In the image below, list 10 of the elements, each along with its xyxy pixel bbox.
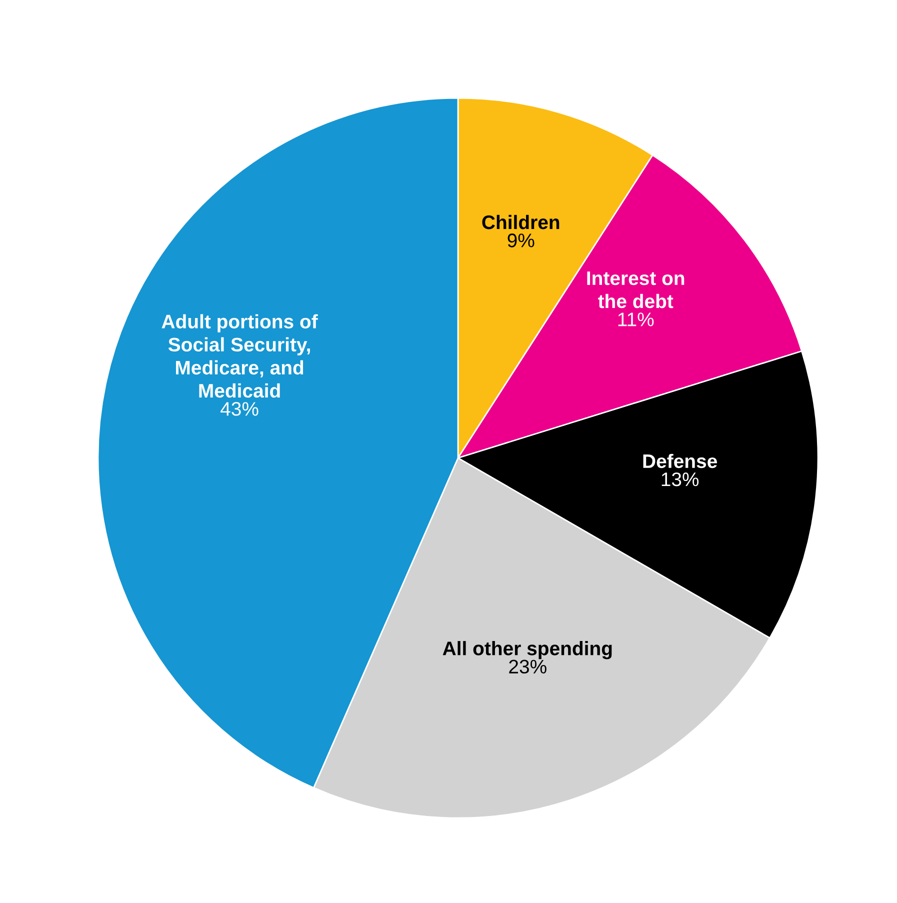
data-label: 11% <box>618 312 654 326</box>
data-label: 43% <box>220 402 258 416</box>
slice-label: All other spending <box>442 641 612 660</box>
slice-label: Children <box>482 214 560 230</box>
slice-label: Interest on the debt <box>587 272 684 308</box>
slice-label: Adult portions of Social Security, Medicare, and Medicaid <box>162 314 318 398</box>
slice-label: Defense <box>643 454 717 468</box>
data-label: 9% <box>508 234 534 248</box>
data-label: 23% <box>509 660 546 674</box>
data-label: 13% <box>662 472 699 486</box>
